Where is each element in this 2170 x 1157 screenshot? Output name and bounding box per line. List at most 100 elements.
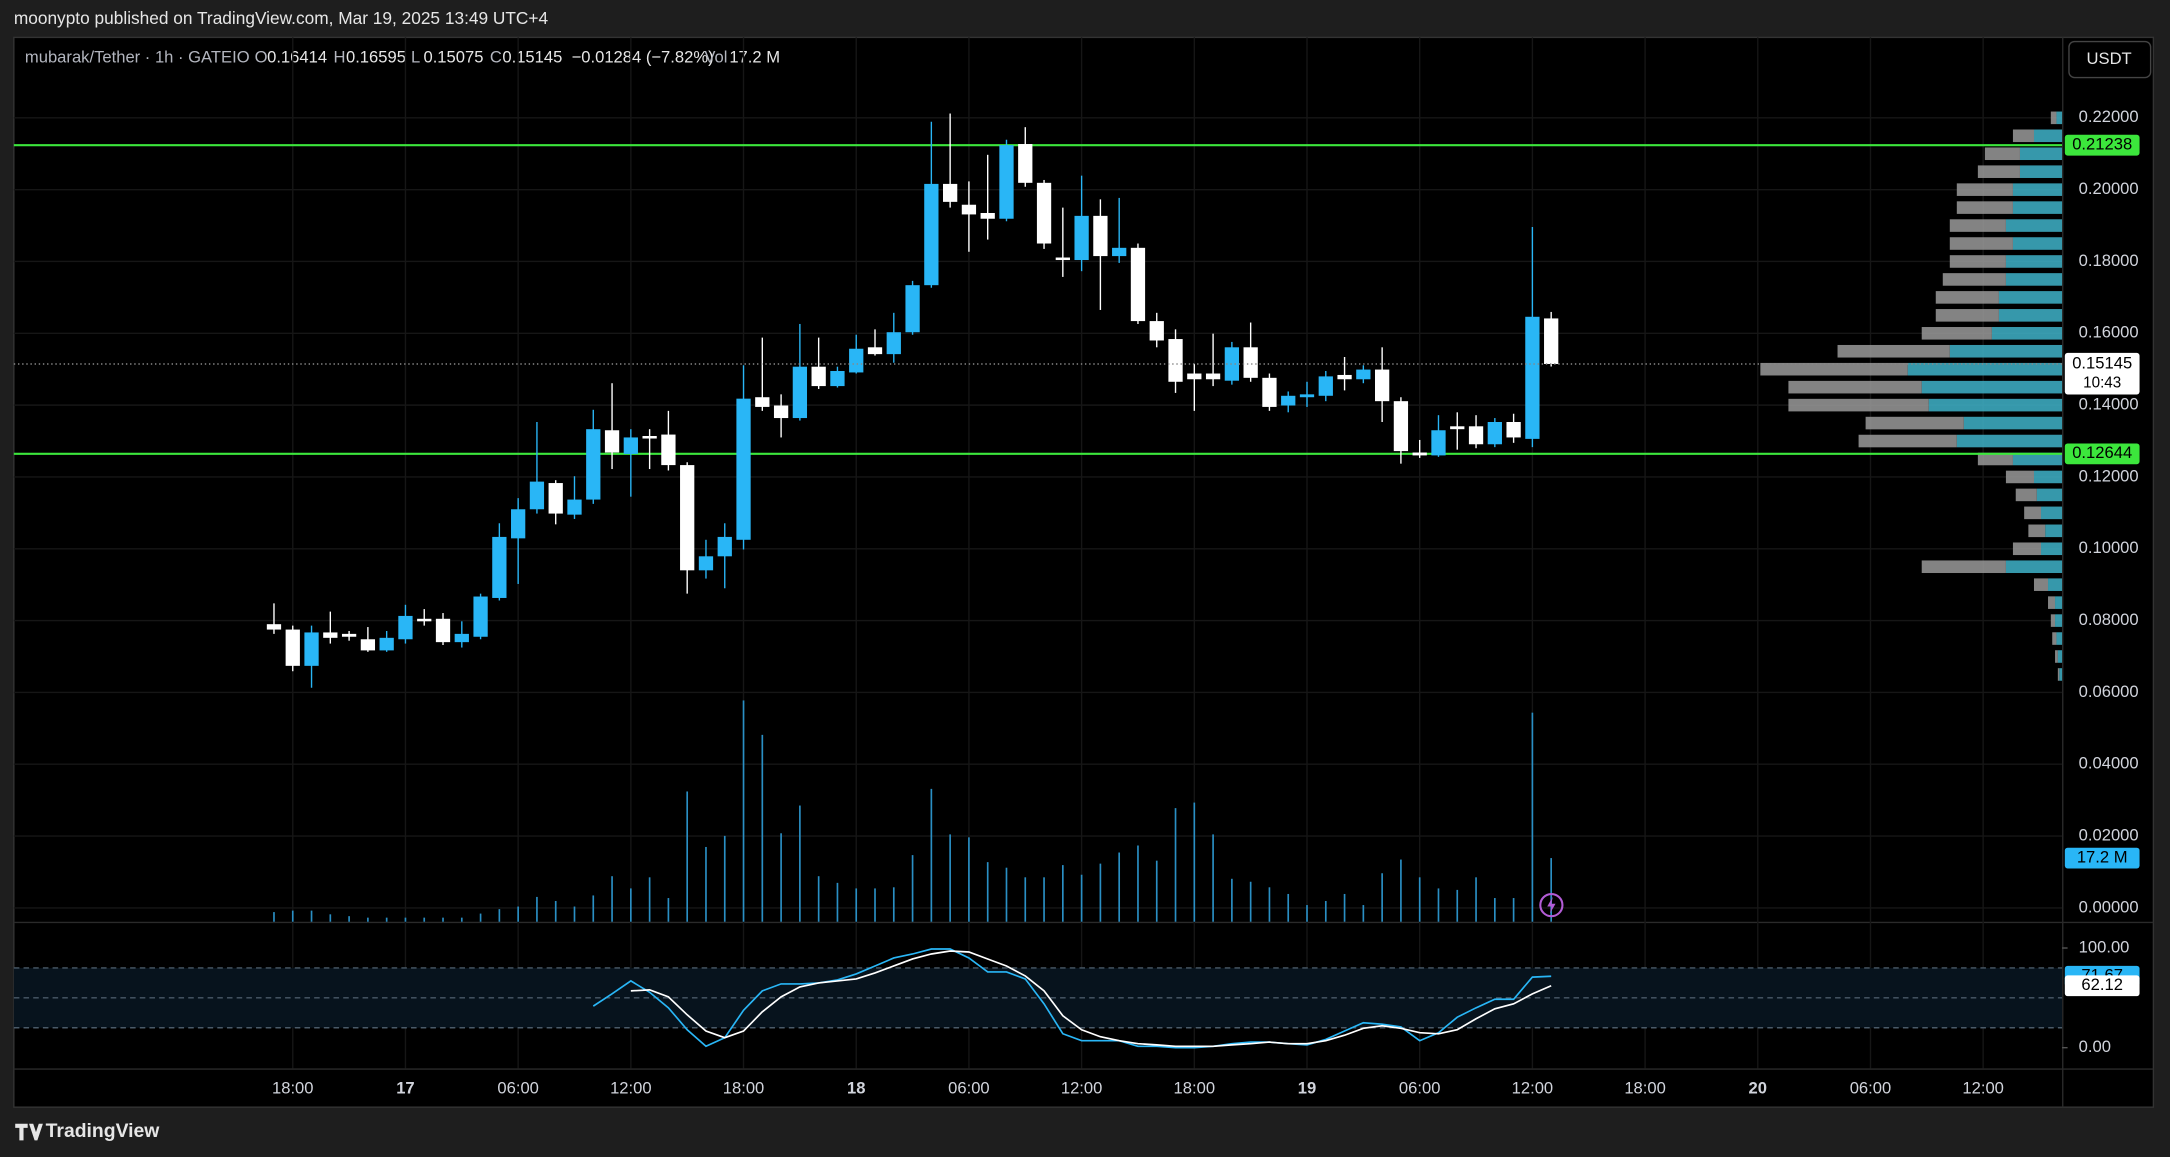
countdown-label: 10:43 (2083, 374, 2121, 391)
profile-down (1921, 560, 2006, 574)
volume-bar (1306, 905, 1308, 922)
plot: 18:00 17 06:00 12:00 18:00 18 06:00 12:00 18:00 1… (13, 37, 2140, 1098)
candle-body (323, 632, 338, 638)
candle-body (905, 285, 920, 333)
profile-down (2055, 650, 2058, 663)
volume-bar (498, 909, 501, 922)
y-tick-label: 0.10000 (2079, 538, 2139, 557)
profile-down (1977, 452, 2013, 466)
volume-bar (1118, 852, 1121, 922)
volume-bar (1043, 877, 1045, 922)
candle-body (642, 436, 657, 439)
profile-down (2012, 129, 2034, 143)
profile-up (1907, 362, 2063, 376)
x-tick-label: 06:00 (1399, 1079, 1441, 1098)
volume-bar (723, 835, 726, 922)
volume-bar (291, 910, 294, 922)
volume-bar (1099, 863, 1102, 922)
candle-body (943, 183, 958, 202)
volume-bar (273, 912, 275, 922)
profile-up (1956, 434, 2063, 448)
x-tick-label: 06:00 (497, 1079, 539, 1098)
candle-body (1337, 374, 1352, 380)
legend-value: 0.16595 (346, 48, 406, 67)
x-tick-label: 18:00 (723, 1079, 765, 1098)
volume-bar (442, 917, 444, 922)
x-tick-label: 17 (396, 1079, 414, 1098)
profile-up (2019, 165, 2063, 178)
y-tick-label: 0.08000 (2079, 610, 2139, 629)
candle-body (623, 437, 638, 454)
level-tag-label: 0.21238 (2072, 135, 2132, 154)
candle-body (1112, 247, 1127, 257)
volume-bar (573, 906, 576, 922)
volume-tag (2064, 847, 2140, 869)
legend-label: H (334, 48, 346, 67)
volume-bar (1024, 877, 1027, 922)
candle-body (1168, 339, 1183, 382)
chart-frame (13, 36, 2155, 1108)
candle-body (773, 405, 789, 419)
candle-body (454, 633, 469, 643)
volume-bar (1512, 898, 1515, 922)
x-tick-label: 18:00 (272, 1079, 314, 1098)
volume-bar (874, 888, 876, 922)
volume-bar (1137, 845, 1139, 922)
candle-body (1544, 318, 1559, 365)
candle-body (1299, 394, 1315, 398)
profile-down (1921, 327, 1992, 340)
candle-body (417, 618, 432, 622)
volume-bar (1212, 834, 1214, 922)
legend-label: Vol (704, 48, 727, 67)
profile-up (1928, 398, 2063, 412)
volume-bar (592, 895, 595, 922)
candle-body (285, 629, 300, 666)
volume-bar (517, 906, 519, 922)
volume-bar (686, 791, 689, 922)
level-tag (2064, 134, 2140, 156)
candle-body (1412, 452, 1427, 456)
currency-label[interactable]: USDT (2087, 49, 2132, 68)
profile-down (2050, 614, 2056, 627)
profile-up (1963, 416, 2063, 430)
volume-bar (648, 877, 651, 922)
candle-body (1187, 373, 1202, 380)
profile-up (2048, 578, 2063, 591)
candle-body (811, 366, 826, 387)
profile-up (2005, 255, 2063, 268)
volume-bar (310, 910, 313, 922)
y-tick-label: 0.18000 (2079, 251, 2139, 270)
currency-button[interactable] (2068, 40, 2152, 79)
volume-bar (329, 914, 332, 922)
legend-value: 0.15145 (502, 48, 562, 67)
volume-bar (1249, 881, 1252, 922)
x-tick-label: 12:00 (1512, 1079, 1554, 1098)
candle-body (1018, 144, 1033, 183)
candle-body (1130, 247, 1146, 322)
profile-up (1998, 309, 2063, 322)
profile-up (2012, 201, 2063, 214)
x-tick-label: 18:00 (1174, 1079, 1216, 1098)
volume-bar (1155, 860, 1158, 922)
legend-value: 0.15075 (423, 48, 483, 67)
candle-body (792, 366, 808, 419)
profile-down (1977, 165, 2020, 178)
volume-bar (1456, 889, 1459, 922)
x-tick-label: 20 (1749, 1079, 1767, 1098)
candle-body (999, 145, 1014, 219)
profile-down (2028, 524, 2046, 538)
candle-body (1487, 422, 1502, 445)
profile-up (2033, 470, 2063, 484)
profile-up (1998, 291, 2063, 304)
profile-up (2041, 506, 2063, 520)
volume-bar (817, 876, 820, 922)
profile-up (2012, 452, 2063, 466)
candle-body (736, 398, 751, 540)
candle-body (867, 347, 883, 355)
candle-body (379, 637, 394, 651)
y-tick-label: 0.02000 (2079, 825, 2139, 844)
candle-body (1262, 377, 1277, 407)
volume-bar (554, 900, 557, 922)
